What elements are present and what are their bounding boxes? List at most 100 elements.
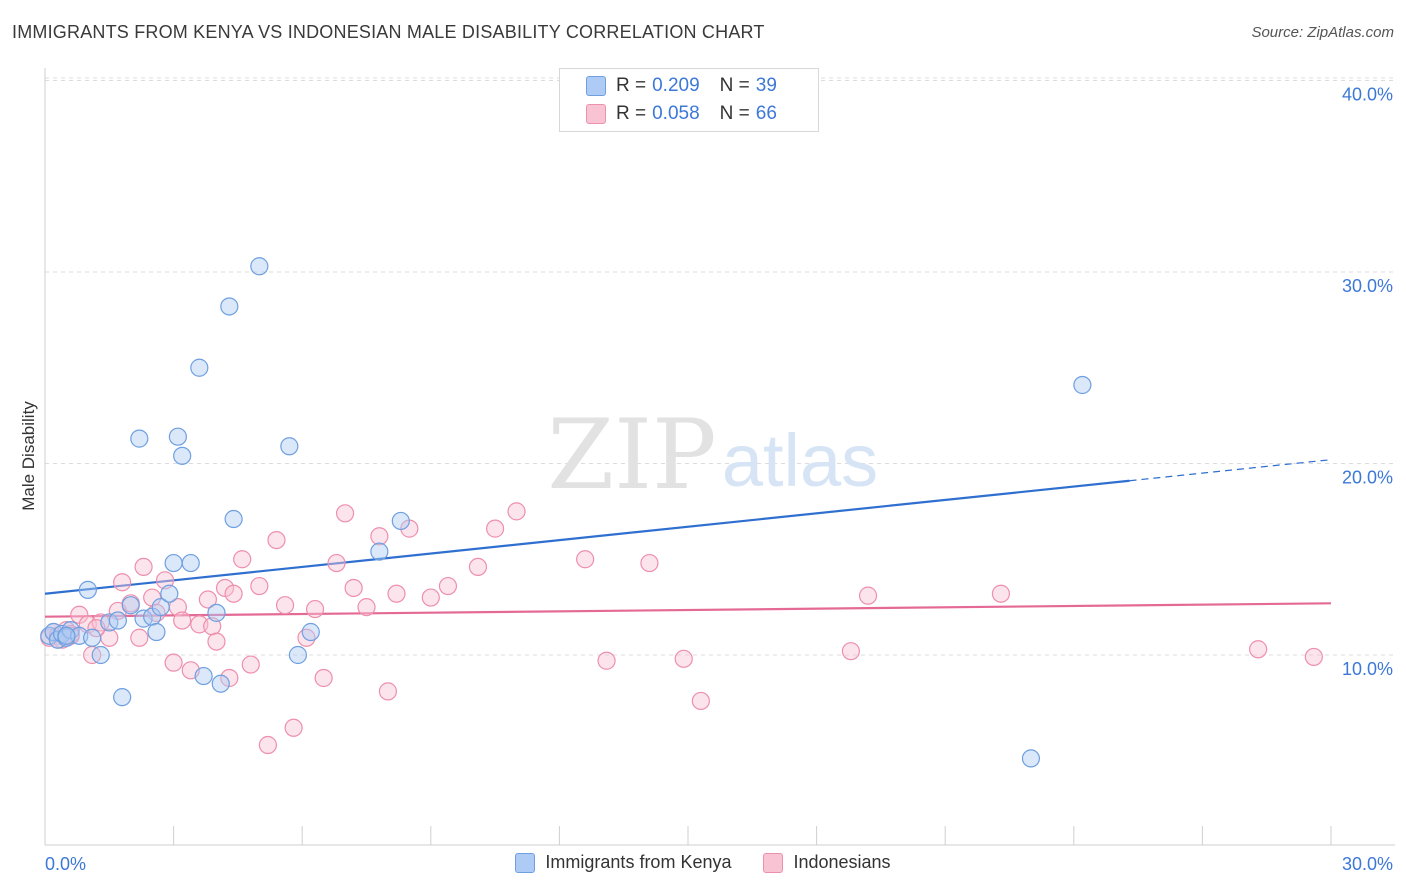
watermark: ZIP atlas	[547, 399, 878, 511]
legend-r-value: 0.209	[652, 75, 700, 96]
indonesian-point	[1304, 647, 1323, 667]
legend-r-value: 0.058	[652, 103, 700, 124]
axes	[44, 68, 1395, 846]
kenya-point	[108, 611, 127, 630]
indonesian-point	[421, 588, 440, 607]
legend-r-label: R =	[616, 75, 647, 96]
grid	[45, 77, 1395, 656]
kenya-point	[250, 257, 269, 276]
kenya-point	[130, 429, 149, 448]
kenya-point	[280, 437, 299, 456]
legend-row-indonesians: R = 0.058 N = 66	[586, 101, 777, 127]
kenya-point	[83, 628, 102, 647]
indonesian-point	[314, 668, 333, 688]
y-axis-title: Male Disability	[19, 401, 38, 511]
indonesian-point	[250, 576, 269, 596]
x-tick-label: 0.0%	[45, 854, 86, 874]
bottom-legend-label: Indonesians	[793, 852, 891, 872]
indonesian-point	[134, 557, 153, 577]
kenya-point	[391, 511, 410, 531]
indonesian-point	[344, 578, 363, 598]
kenya-point	[288, 645, 308, 665]
kenya-point	[91, 645, 110, 665]
source-label: Source: ZipAtlas.com	[1251, 24, 1394, 41]
indonesian-point	[640, 553, 659, 573]
kenya-point	[190, 358, 209, 377]
indonesian-point	[691, 691, 710, 711]
indonesian-point	[224, 584, 243, 603]
kenya-point	[211, 674, 230, 693]
kenya-point	[151, 598, 170, 617]
watermark-zip: ZIP	[547, 399, 716, 511]
bottom-legend-indonesians: Indonesians	[763, 852, 891, 873]
kenya-point	[173, 446, 192, 465]
indonesian-point	[173, 611, 192, 630]
indonesian-point	[241, 655, 260, 674]
indonesian-point	[991, 584, 1011, 603]
legend-n-label: N =	[719, 75, 750, 96]
indonesian-point	[258, 735, 278, 755]
kenya-point	[168, 427, 187, 446]
kenya-point	[207, 603, 226, 622]
bottom-legend-label: Immigrants from Kenya	[545, 852, 732, 872]
kenya-point	[301, 622, 320, 642]
legend: R = 0.209 N = 39 R = 0.058 N = 66	[559, 68, 819, 132]
indonesian-point	[335, 504, 355, 523]
indonesian-point	[858, 586, 878, 605]
kenya-point	[181, 553, 200, 573]
legend-swatch-indonesians	[586, 104, 606, 124]
indonesian-point	[597, 651, 616, 670]
legend-n-label: N =	[719, 103, 750, 124]
axis-labels: 10.0% 20.0% 30.0% 40.0% 0.0% 30.0% Male Disabi…	[19, 85, 1393, 875]
indonesian-point	[130, 628, 149, 647]
legend-swatch-kenya	[586, 76, 606, 96]
indonesian-point	[164, 653, 183, 672]
chart-title: IMMIGRANTS FROM KENYA VS INDONESIAN MALE…	[12, 22, 765, 42]
trend-lines	[44, 459, 1332, 618]
indonesian-point	[275, 596, 295, 615]
indonesian-point	[305, 599, 325, 619]
trend-line-kenya-projection	[1129, 459, 1332, 482]
data-points	[40, 257, 1323, 768]
legend-n-value: 66	[755, 103, 777, 124]
kenya-point	[147, 622, 166, 642]
bottom-legend-swatch-kenya	[515, 852, 536, 873]
kenya-point	[370, 542, 389, 561]
indonesian-point	[155, 571, 175, 590]
legend-row-kenya: R = 0.209 N = 39	[586, 73, 777, 99]
kenya-point	[57, 626, 76, 645]
indonesian-point	[841, 642, 860, 661]
kenya-point	[224, 509, 243, 529]
indonesian-point	[576, 550, 595, 569]
watermark-atlas: atlas	[722, 419, 878, 502]
y-tick-label: 30.0%	[1342, 276, 1393, 296]
kenya-point	[1073, 375, 1092, 395]
kenya-point	[160, 584, 179, 603]
kenya-point	[121, 596, 140, 615]
indonesian-point	[198, 590, 217, 609]
series-indonesians	[40, 502, 1323, 755]
indonesian-point	[370, 527, 389, 546]
kenya-point	[1021, 749, 1041, 768]
trend-line-indonesians	[44, 602, 1332, 618]
kenya-point	[164, 553, 183, 573]
indonesian-point	[378, 682, 398, 701]
bottom-legend: Immigrants from Kenya Indonesians	[0, 852, 1406, 873]
bottom-legend-swatch-indonesians	[763, 852, 784, 873]
kenya-point	[220, 297, 239, 316]
indonesian-point	[113, 573, 132, 592]
indonesian-point	[207, 632, 226, 651]
kenya-point	[78, 580, 97, 599]
indonesian-point	[1249, 640, 1268, 659]
kenya-point	[194, 666, 213, 686]
kenya-point	[113, 688, 132, 707]
x-tick-label: 30.0%	[1342, 854, 1393, 874]
indonesian-point	[486, 519, 505, 538]
trend-line-kenya	[44, 479, 1130, 595]
indonesian-point	[233, 550, 252, 569]
indonesian-point	[468, 557, 488, 577]
indonesian-point	[387, 584, 406, 603]
y-tick-label: 20.0%	[1342, 468, 1393, 488]
indonesian-point	[327, 553, 346, 573]
